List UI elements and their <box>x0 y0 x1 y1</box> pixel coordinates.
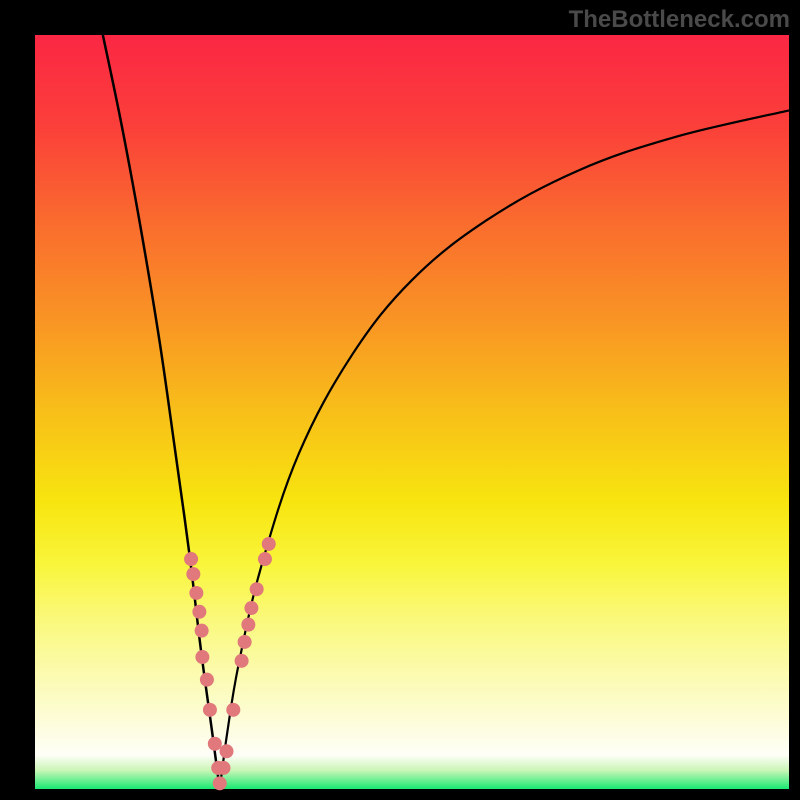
plot-area <box>35 35 789 789</box>
data-marker <box>184 552 198 566</box>
chart-container: TheBottleneck.com <box>0 0 800 800</box>
bottleneck-curve <box>35 35 789 789</box>
data-marker <box>217 761 231 775</box>
data-marker <box>250 582 264 596</box>
data-markers <box>184 537 276 790</box>
data-marker <box>192 605 206 619</box>
data-marker <box>241 618 255 632</box>
data-marker <box>238 635 252 649</box>
data-marker <box>208 737 222 751</box>
right-curve <box>220 110 789 789</box>
data-marker <box>200 673 214 687</box>
data-marker <box>213 776 227 790</box>
data-marker <box>262 537 276 551</box>
data-marker <box>186 567 200 581</box>
data-marker <box>235 654 249 668</box>
data-marker <box>203 703 217 717</box>
data-marker <box>189 586 203 600</box>
data-marker <box>258 552 272 566</box>
data-marker <box>195 624 209 638</box>
data-marker <box>195 650 209 664</box>
data-marker <box>226 703 240 717</box>
watermark-text: TheBottleneck.com <box>569 6 790 34</box>
data-marker <box>244 601 258 615</box>
data-marker <box>220 744 234 758</box>
